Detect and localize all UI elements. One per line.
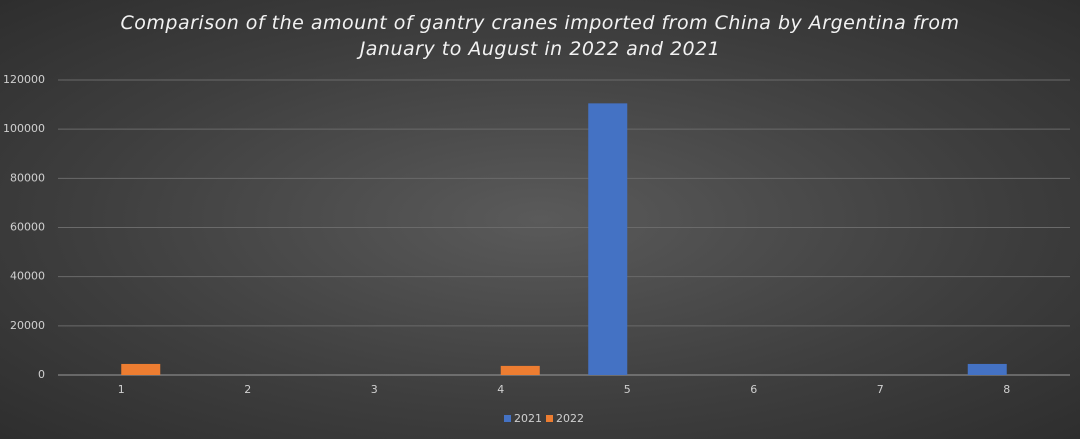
x-tick-label: 5 bbox=[624, 383, 631, 396]
y-tick-label: 80000 bbox=[10, 171, 45, 184]
chart-title: Comparison of the amount of gantry crane… bbox=[120, 12, 960, 60]
bar bbox=[121, 363, 161, 375]
legend-swatch bbox=[504, 415, 511, 422]
y-tick-label: 20000 bbox=[10, 319, 45, 332]
bar bbox=[588, 103, 628, 376]
bar bbox=[500, 365, 540, 375]
x-tick-label: 6 bbox=[750, 383, 757, 396]
x-tick-label: 3 bbox=[371, 383, 378, 396]
bar bbox=[967, 363, 1007, 375]
x-tick-label: 8 bbox=[1003, 383, 1010, 396]
x-tick-label: 7 bbox=[877, 383, 884, 396]
y-tick-label: 40000 bbox=[10, 270, 45, 283]
x-tick-label: 4 bbox=[497, 383, 504, 396]
legend-label: 2022 bbox=[556, 412, 584, 425]
y-tick-label: 0 bbox=[38, 368, 45, 381]
x-tick-label: 2 bbox=[244, 383, 251, 396]
x-tick-label: 1 bbox=[118, 383, 125, 396]
y-tick-label: 60000 bbox=[10, 221, 45, 234]
y-tick-label: 100000 bbox=[3, 122, 45, 135]
legend-label: 2021 bbox=[514, 412, 542, 425]
legend-swatch bbox=[546, 415, 553, 422]
y-tick-label: 120000 bbox=[3, 73, 45, 86]
